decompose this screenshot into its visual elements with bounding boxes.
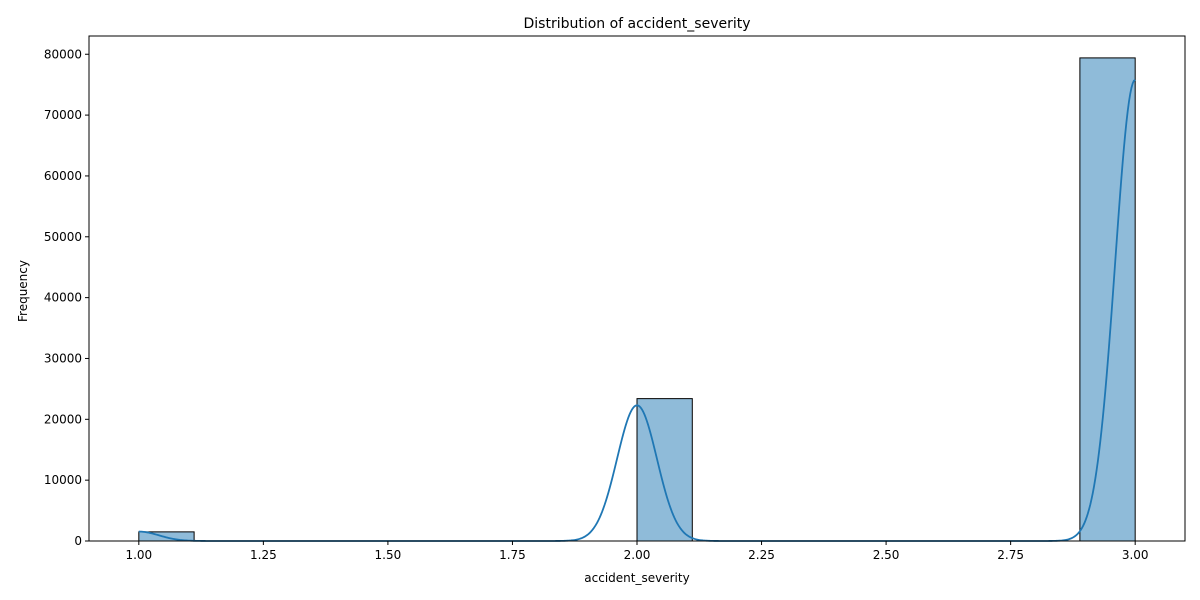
x-tick-label: 1.25 xyxy=(250,548,277,562)
x-tick-label: 2.75 xyxy=(997,548,1024,562)
y-tick-label: 10000 xyxy=(44,473,82,487)
x-tick-label: 2.50 xyxy=(873,548,900,562)
y-tick-label: 30000 xyxy=(44,351,82,365)
x-tick-label: 1.00 xyxy=(125,548,152,562)
y-tick-label: 40000 xyxy=(44,291,82,305)
x-tick-label: 3.00 xyxy=(1122,548,1149,562)
y-axis-label: Frequency xyxy=(16,260,30,322)
x-axis-label: accident_severity xyxy=(584,571,689,585)
histogram-bar-2 xyxy=(636,398,693,542)
y-tick-label: 50000 xyxy=(44,230,82,244)
y-axis: 0 10000 20000 30000 40000 50000 60000 70000 8000… xyxy=(44,47,89,548)
x-tick-label: 2.00 xyxy=(624,548,651,562)
x-axis: 1.00 1.25 1.50 1.75 2.00 2.25 2.50 2.75 3.00 xyxy=(125,541,1149,562)
y-tick-label: 60000 xyxy=(44,169,82,183)
bars-group xyxy=(138,57,1136,542)
x-tick-label: 1.50 xyxy=(375,548,402,562)
chart-title: Distribution of accident_severity xyxy=(523,16,750,32)
y-tick-label: 70000 xyxy=(44,108,82,122)
y-tick-label: 80000 xyxy=(44,47,82,61)
x-tick-label: 1.75 xyxy=(499,548,526,562)
x-tick-label: 2.25 xyxy=(748,548,775,562)
histogram-bar-3 xyxy=(1079,57,1136,542)
y-tick-label: 20000 xyxy=(44,412,82,426)
y-tick-label: 0 xyxy=(74,534,82,548)
